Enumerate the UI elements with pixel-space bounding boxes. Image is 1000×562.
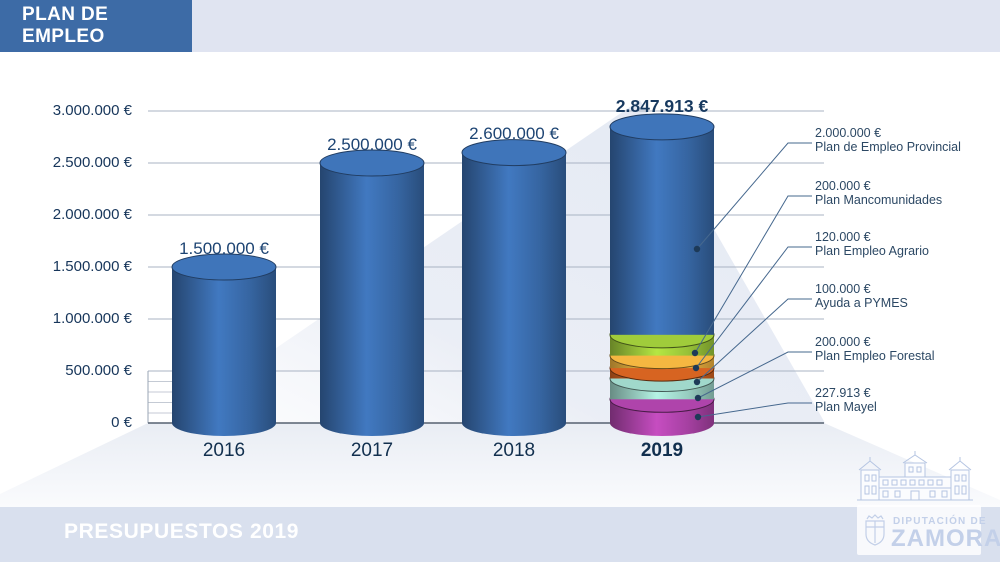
bar-value-2019: 2.847.913 € xyxy=(615,96,709,116)
callout-value: 200.000 € xyxy=(815,335,871,349)
callout-leader-lines xyxy=(694,142,812,418)
callout-value: 227.913 € xyxy=(815,386,871,400)
footer-bar xyxy=(0,507,1000,562)
bar-value-2018: 2.600.000 € xyxy=(469,124,559,143)
callout-value: 2.000.000 € xyxy=(815,126,882,140)
callout-plan-empleo-agrario: 120.000 € Plan Empleo Agrario xyxy=(815,230,1000,258)
callout-value: 120.000 € xyxy=(815,230,871,244)
callout-dots xyxy=(691,245,702,421)
y-tick-label: 0 € xyxy=(111,414,132,431)
y-tick-label: 2.000.000 € xyxy=(52,206,132,223)
y-tick-label: 1.000.000 € xyxy=(52,310,132,327)
zamora-crest-icon xyxy=(865,514,885,546)
x-tick-2018: 2018 xyxy=(492,440,536,461)
page-title-box: PLAN DE EMPLEO xyxy=(0,0,192,52)
minor-ticks xyxy=(147,371,176,423)
callout-value: 200.000 € xyxy=(815,179,871,193)
y-tick-label: 500.000 € xyxy=(65,362,132,379)
callout-value: 100.000 € xyxy=(815,282,871,296)
callout-label: Plan Mancomunidades xyxy=(815,192,943,207)
logo-text-diputacion: DIPUTACIÓN DE xyxy=(893,516,987,527)
palace-building-icon xyxy=(857,451,973,501)
bars xyxy=(171,113,715,436)
bar-value-2016: 1.500.000 € xyxy=(179,239,269,258)
callout-plan-mayel: 227.913 € Plan Mayel xyxy=(815,386,1000,414)
footer-title: PRESUPUESTOS 2019 xyxy=(64,520,300,543)
callout-ayuda-a-pymes: 100.000 € Ayuda a PYMES xyxy=(815,282,1000,310)
bar-value-2017: 2.500.000 € xyxy=(327,135,417,154)
y-tick-label: 2.500.000 € xyxy=(52,154,132,171)
y-tick-label: 3.000.000 € xyxy=(52,102,132,119)
callout-plan-empleo-forestal: 200.000 € Plan Empleo Forestal xyxy=(815,335,1000,363)
x-tick-2016: 2016 xyxy=(202,440,246,461)
page-title: PLAN DE EMPLEO xyxy=(22,4,109,47)
logo-panel xyxy=(857,505,981,555)
callout-label: Plan Empleo Forestal xyxy=(815,348,935,363)
x-tick-2019: 2019 xyxy=(640,440,684,461)
x-tick-2017: 2017 xyxy=(350,440,394,461)
logo-text-zamora: ZAMORA xyxy=(891,525,1000,552)
callout-label: Ayuda a PYMES xyxy=(815,295,908,310)
callout-label: Plan Empleo Agrario xyxy=(815,243,929,258)
callout-plan-empleo-provincial: 2.000.000 € Plan de Empleo Provincial xyxy=(815,126,1000,154)
callout-label: Plan Mayel xyxy=(815,399,877,414)
callout-plan-mancomunidades: 200.000 € Plan Mancomunidades xyxy=(815,179,1000,207)
callout-label: Plan de Empleo Provincial xyxy=(815,139,961,154)
y-tick-label: 1.500.000 € xyxy=(52,258,132,275)
